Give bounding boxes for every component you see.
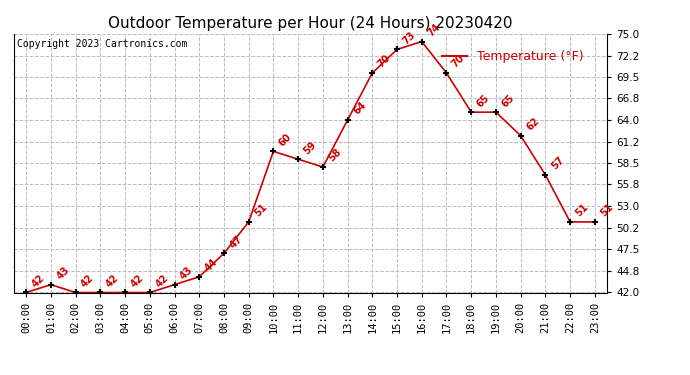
- Text: 74: 74: [426, 22, 442, 39]
- Text: 42: 42: [104, 273, 121, 290]
- Text: 43: 43: [178, 265, 195, 282]
- Text: 64: 64: [351, 100, 368, 117]
- Title: Outdoor Temperature per Hour (24 Hours) 20230420: Outdoor Temperature per Hour (24 Hours) …: [108, 16, 513, 31]
- Text: 44: 44: [203, 257, 219, 274]
- Text: 57: 57: [549, 155, 566, 172]
- Text: 62: 62: [524, 116, 541, 132]
- Text: 51: 51: [598, 202, 615, 219]
- Text: 59: 59: [302, 140, 319, 156]
- Text: 60: 60: [277, 132, 294, 148]
- Text: 42: 42: [30, 273, 46, 290]
- Text: 70: 70: [450, 53, 467, 70]
- Text: 47: 47: [228, 234, 244, 250]
- Text: 42: 42: [79, 273, 96, 290]
- Text: 42: 42: [153, 273, 170, 290]
- Text: 65: 65: [500, 92, 516, 109]
- Text: 73: 73: [401, 30, 417, 46]
- Legend: Temperature (°F): Temperature (°F): [437, 45, 589, 68]
- Text: 42: 42: [129, 273, 146, 290]
- Text: 43: 43: [55, 265, 71, 282]
- Text: 65: 65: [475, 92, 491, 109]
- Text: 51: 51: [574, 202, 591, 219]
- Text: 70: 70: [376, 53, 393, 70]
- Text: 51: 51: [253, 202, 269, 219]
- Text: Copyright 2023 Cartronics.com: Copyright 2023 Cartronics.com: [17, 39, 187, 49]
- Text: 58: 58: [326, 147, 344, 164]
